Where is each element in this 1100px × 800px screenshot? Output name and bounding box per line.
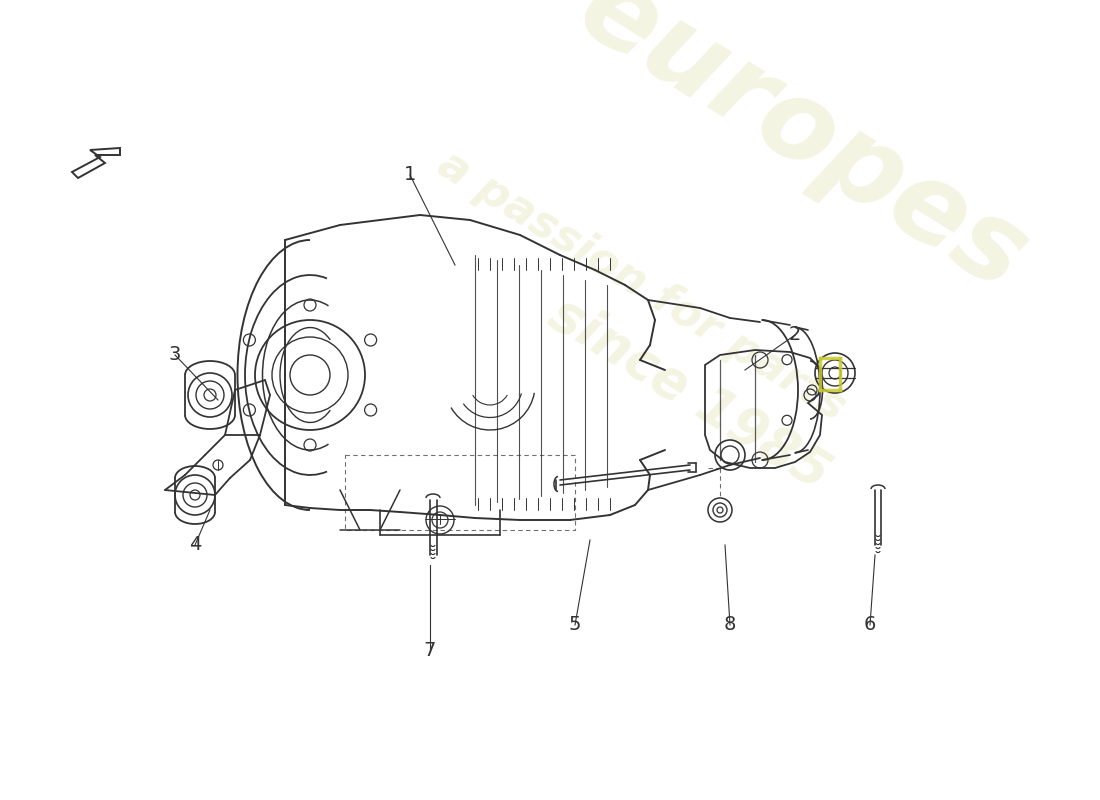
Text: 4: 4: [189, 535, 201, 554]
Text: 5: 5: [569, 615, 581, 634]
Text: 8: 8: [724, 615, 736, 634]
Text: a passion for parts: a passion for parts: [430, 142, 854, 429]
Text: 2: 2: [789, 326, 801, 345]
Text: since 1985: since 1985: [540, 288, 838, 501]
Text: europes: europes: [560, 0, 1046, 313]
Text: 3: 3: [168, 346, 182, 365]
Text: 1: 1: [404, 166, 416, 185]
Text: 6: 6: [864, 615, 877, 634]
Text: 7: 7: [424, 641, 437, 659]
